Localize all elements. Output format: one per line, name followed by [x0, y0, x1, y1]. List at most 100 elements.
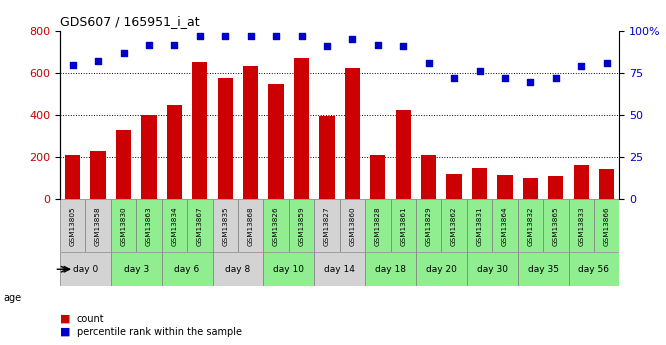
Text: day 14: day 14 — [324, 265, 355, 274]
Text: GSM13860: GSM13860 — [350, 206, 356, 246]
Text: GSM13859: GSM13859 — [298, 206, 304, 246]
Bar — [162, 199, 187, 252]
Bar — [416, 252, 467, 286]
Point — [525, 79, 535, 84]
Bar — [263, 199, 289, 252]
Bar — [442, 199, 467, 252]
Bar — [141, 115, 157, 199]
Bar — [345, 68, 360, 199]
Bar — [421, 155, 436, 199]
Point — [271, 33, 282, 39]
Point — [296, 33, 307, 39]
Bar — [91, 151, 106, 199]
Bar — [517, 199, 543, 252]
Text: day 20: day 20 — [426, 265, 457, 274]
Bar — [548, 176, 563, 199]
Text: GSM13805: GSM13805 — [70, 206, 76, 246]
Bar — [517, 252, 569, 286]
Text: day 30: day 30 — [477, 265, 507, 274]
Bar — [192, 61, 207, 199]
Bar — [111, 199, 137, 252]
Text: day 0: day 0 — [73, 265, 98, 274]
Text: GSM13829: GSM13829 — [426, 206, 432, 246]
Text: percentile rank within the sample: percentile rank within the sample — [77, 327, 242, 337]
Point — [551, 76, 561, 81]
Bar — [467, 252, 517, 286]
Bar — [396, 110, 411, 199]
Bar — [416, 199, 442, 252]
Bar — [569, 252, 619, 286]
Bar — [314, 252, 365, 286]
Text: GSM13833: GSM13833 — [578, 206, 584, 246]
Text: GSM13826: GSM13826 — [273, 206, 279, 246]
Bar — [599, 169, 614, 199]
Bar — [162, 252, 212, 286]
Text: GSM13830: GSM13830 — [121, 206, 127, 246]
Text: day 3: day 3 — [124, 265, 149, 274]
Bar — [218, 78, 233, 199]
Bar — [268, 84, 284, 199]
Bar — [263, 252, 314, 286]
Bar — [543, 199, 569, 252]
Bar — [472, 168, 487, 199]
Text: day 56: day 56 — [579, 265, 609, 274]
Bar — [65, 155, 81, 199]
Text: GSM13864: GSM13864 — [502, 206, 508, 246]
Bar — [294, 58, 309, 199]
Text: GSM13865: GSM13865 — [553, 206, 559, 246]
Text: GSM13868: GSM13868 — [248, 206, 254, 246]
Bar — [492, 199, 517, 252]
Point — [500, 76, 510, 81]
Bar — [111, 252, 162, 286]
Text: GSM13863: GSM13863 — [146, 206, 152, 246]
Bar — [212, 199, 238, 252]
Text: GSM13827: GSM13827 — [324, 206, 330, 246]
Bar — [289, 199, 314, 252]
Point — [93, 59, 103, 64]
Bar — [594, 199, 619, 252]
Point — [67, 62, 78, 68]
Bar — [166, 105, 182, 199]
Point — [449, 76, 460, 81]
Bar — [523, 178, 538, 199]
Point — [322, 43, 332, 49]
Text: GSM13828: GSM13828 — [375, 206, 381, 246]
Bar — [243, 66, 258, 199]
Bar — [446, 174, 462, 199]
Point — [194, 33, 205, 39]
Text: GSM13858: GSM13858 — [95, 206, 101, 246]
Text: count: count — [77, 314, 104, 324]
Text: GSM13867: GSM13867 — [196, 206, 203, 246]
Bar — [365, 252, 416, 286]
Text: GSM13862: GSM13862 — [451, 206, 457, 246]
Point — [601, 60, 612, 66]
Text: day 8: day 8 — [225, 265, 250, 274]
Point — [220, 33, 230, 39]
Point — [424, 60, 434, 66]
Text: GSM13861: GSM13861 — [400, 206, 406, 246]
Text: GSM13835: GSM13835 — [222, 206, 228, 246]
Point — [398, 43, 408, 49]
Text: GSM13834: GSM13834 — [171, 206, 177, 246]
Bar — [212, 252, 263, 286]
Text: day 10: day 10 — [273, 265, 304, 274]
Text: day 6: day 6 — [174, 265, 200, 274]
Bar — [60, 252, 111, 286]
Bar — [390, 199, 416, 252]
Point — [372, 42, 383, 47]
Text: GSM13831: GSM13831 — [476, 206, 483, 246]
Bar — [116, 130, 131, 199]
Text: age: age — [3, 294, 21, 303]
Point — [144, 42, 155, 47]
Text: GDS607 / 165951_i_at: GDS607 / 165951_i_at — [60, 16, 200, 29]
Bar — [319, 116, 334, 199]
Bar — [85, 199, 111, 252]
Text: ■: ■ — [60, 327, 71, 337]
Point — [576, 64, 587, 69]
Bar — [573, 165, 589, 199]
Bar — [467, 199, 492, 252]
Bar — [365, 199, 390, 252]
Bar — [340, 199, 365, 252]
Bar — [314, 199, 340, 252]
Point — [347, 37, 358, 42]
